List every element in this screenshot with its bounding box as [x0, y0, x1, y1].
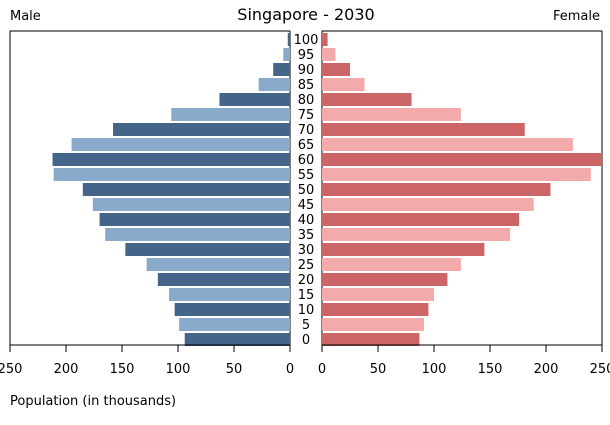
female-label: Female [553, 9, 600, 24]
age-group-labels: 1009590858075706560555045403530252015105… [294, 33, 319, 348]
age-label-15: 15 [298, 288, 315, 303]
female-bar-85 [322, 78, 365, 91]
male-bar-90 [273, 63, 290, 76]
age-label-0: 0 [302, 333, 310, 348]
right-tick-label-250: 250 [590, 362, 610, 377]
male-bar-0 [184, 333, 290, 346]
male-bar-60 [52, 153, 291, 166]
female-bar-60 [322, 153, 602, 166]
male-bar-55 [53, 168, 291, 181]
age-label-65: 65 [298, 138, 315, 153]
male-bar-15 [169, 288, 290, 301]
age-label-5: 5 [302, 318, 310, 333]
age-label-40: 40 [298, 213, 315, 228]
left-tick-label-200: 200 [54, 362, 79, 377]
female-bar-65 [322, 138, 573, 151]
age-label-25: 25 [298, 258, 315, 273]
female-bar-20 [322, 273, 448, 286]
male-bars [52, 33, 291, 346]
age-label-85: 85 [298, 78, 315, 93]
right-tick-label-100: 100 [422, 362, 447, 377]
female-bar-40 [322, 213, 520, 226]
x-axis-label: Population (in thousands) [10, 394, 176, 409]
male-label: Male [10, 9, 41, 24]
female-bar-30 [322, 243, 485, 256]
female-bar-35 [322, 228, 511, 241]
left-tick-label-150: 150 [110, 362, 135, 377]
age-label-35: 35 [298, 228, 315, 243]
female-bars [322, 33, 602, 346]
right-tick-label-50: 50 [370, 362, 387, 377]
age-label-10: 10 [298, 303, 315, 318]
left-tick-label-0: 0 [286, 362, 294, 377]
female-bar-50 [322, 183, 551, 196]
female-bar-0 [322, 333, 420, 346]
age-label-80: 80 [298, 93, 315, 108]
age-label-20: 20 [298, 273, 315, 288]
age-label-90: 90 [298, 63, 315, 78]
male-bar-5 [179, 318, 290, 331]
male-bar-50 [82, 183, 290, 196]
age-label-95: 95 [298, 48, 315, 63]
left-tick-label-100: 100 [166, 362, 191, 377]
male-bar-10 [174, 303, 290, 316]
male-bar-30 [125, 243, 290, 256]
female-bar-25 [322, 258, 461, 271]
age-label-55: 55 [298, 168, 315, 183]
female-bar-80 [322, 93, 412, 106]
age-label-30: 30 [298, 243, 315, 258]
age-label-50: 50 [298, 183, 315, 198]
male-bar-95 [283, 48, 290, 61]
male-bar-45 [92, 198, 290, 211]
age-label-100: 100 [294, 33, 319, 48]
male-bar-75 [171, 108, 290, 121]
male-bar-70 [113, 123, 290, 136]
male-bar-65 [71, 138, 290, 151]
male-bar-35 [105, 228, 290, 241]
male-bar-25 [146, 258, 290, 271]
female-bar-90 [322, 63, 350, 76]
male-bar-80 [219, 93, 290, 106]
female-bar-15 [322, 288, 434, 301]
right-tick-label-150: 150 [478, 362, 503, 377]
female-bar-45 [322, 198, 534, 211]
female-bar-95 [322, 48, 336, 61]
female-bar-55 [322, 168, 591, 181]
age-label-60: 60 [298, 153, 315, 168]
female-bar-5 [322, 318, 424, 331]
male-bar-40 [99, 213, 290, 226]
left-tick-label-50: 50 [226, 362, 243, 377]
left-tick-label-250: 250 [0, 362, 22, 377]
age-label-75: 75 [298, 108, 315, 123]
female-bar-70 [322, 123, 525, 136]
female-bar-10 [322, 303, 429, 316]
age-label-70: 70 [298, 123, 315, 138]
age-label-45: 45 [298, 198, 315, 213]
left-x-axis-ticks: 250 200 150 100 50 0 [0, 345, 294, 377]
male-bar-100 [287, 33, 290, 46]
female-bar-75 [322, 108, 461, 121]
male-bar-20 [157, 273, 290, 286]
right-x-axis-ticks: 0 50 100 150 200 250 [318, 345, 610, 377]
male-bar-85 [258, 78, 290, 91]
right-tick-label-200: 200 [534, 362, 559, 377]
chart-title: Singapore - 2030 [237, 5, 374, 24]
right-tick-label-0: 0 [318, 362, 326, 377]
female-bar-100 [322, 33, 328, 46]
